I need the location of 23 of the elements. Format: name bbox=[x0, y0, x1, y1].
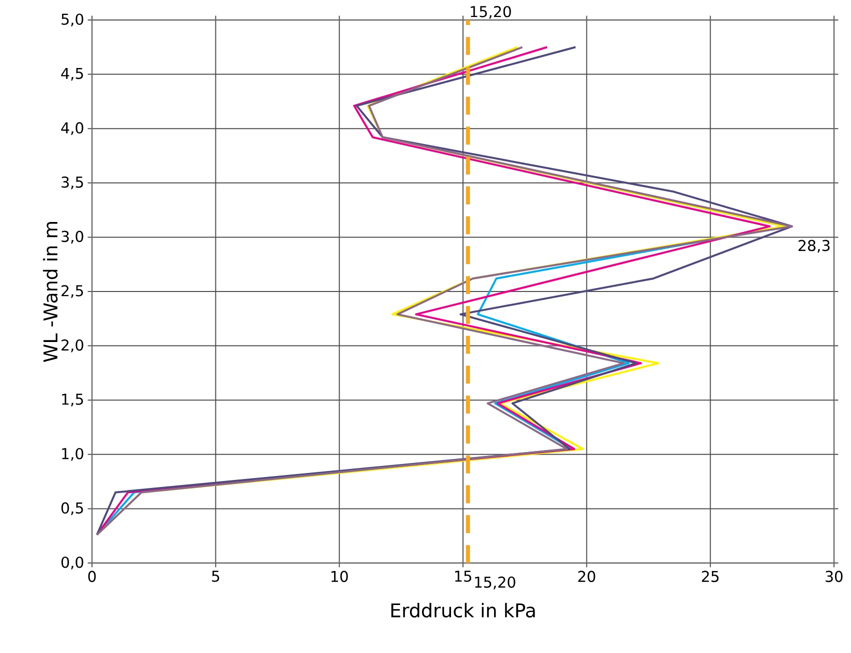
y-tick-label: 5,0 bbox=[62, 14, 84, 26]
y-tick-label: 1,0 bbox=[62, 448, 84, 461]
x-tick-label: 5 bbox=[212, 570, 220, 582]
y-tick-label: 3,0 bbox=[62, 230, 84, 244]
y-axis-title: WL -Wand in m bbox=[42, 222, 58, 362]
x-axis-title: Erddruck in kPa bbox=[391, 602, 535, 618]
y-tick-label: 0,0 bbox=[61, 556, 84, 570]
y-tick-label: 1,5 bbox=[62, 394, 83, 406]
y-tick-label: 2,5 bbox=[62, 285, 83, 298]
y-tick-label: 2,0 bbox=[62, 339, 84, 352]
x-tick-label: 15 bbox=[455, 570, 472, 582]
annotation: 28,3 bbox=[798, 240, 830, 253]
y-tick-label: 0,5 bbox=[61, 502, 83, 516]
y-tick-label: 4,5 bbox=[61, 68, 83, 81]
x-tick-label: 25 bbox=[702, 570, 719, 582]
y-tick-label: 3,5 bbox=[62, 176, 83, 190]
x-tick-label: 10 bbox=[331, 570, 348, 582]
x-tick-label: 0 bbox=[88, 570, 96, 582]
annotation: 15,20 bbox=[475, 576, 516, 590]
x-tick-label: 30 bbox=[826, 570, 843, 582]
y-tick-label: 4,0 bbox=[61, 122, 84, 136]
x-tick-label: 20 bbox=[578, 570, 596, 582]
ref-line-label: 15,20 bbox=[470, 6, 511, 19]
